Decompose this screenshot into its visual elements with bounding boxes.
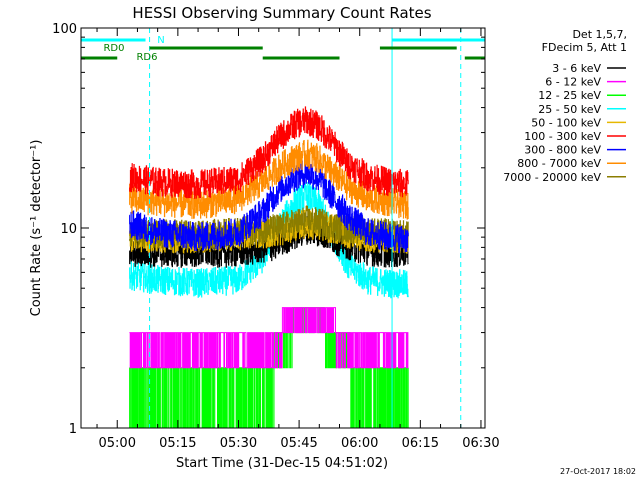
legend-label-2: 12 - 25 keV — [538, 89, 601, 102]
x-tick-label-6: 06:30 — [462, 436, 499, 451]
y-axis-label: Count Rate (s⁻¹ detector⁻¹) — [29, 140, 44, 317]
chart-title: HESSI Observing Summary Count Rates — [132, 4, 431, 22]
y-tick-label-0: 1 — [69, 422, 77, 437]
y-tick-label-2: 100 — [52, 22, 77, 37]
x-tick-label-3: 05:45 — [280, 436, 317, 451]
legend-label-1: 6 - 12 keV — [545, 76, 601, 89]
legend-label-3: 25 - 50 keV — [538, 103, 601, 116]
legend-label-5: 100 - 300 keV — [524, 130, 601, 143]
legend-header-0: Det 1,5,7, — [572, 28, 627, 41]
x-tick-label-0: 05:00 — [99, 436, 136, 451]
status-label-1: RD6 — [136, 52, 157, 63]
x-axis-label: Start Time (31-Dec-15 04:51:02) — [176, 456, 388, 471]
legend-label-6: 300 - 800 keV — [524, 144, 601, 157]
series-line-1 — [129, 307, 409, 369]
x-tick-label-1: 05:15 — [159, 436, 196, 451]
series-line-5 — [129, 106, 409, 199]
legend-label-8: 7000 - 20000 keV — [503, 171, 601, 184]
status-label-2: N — [157, 35, 164, 46]
series-line-6 — [129, 160, 409, 253]
legend-header-1: FDecim 5, Att 1 — [542, 41, 627, 54]
status-label-0: RD0 — [103, 43, 124, 54]
x-tick-label-5: 06:15 — [402, 436, 439, 451]
legend-label-0: 3 - 6 keV — [552, 62, 601, 75]
footer-timestamp: 27-Oct-2017 18:02 — [560, 467, 636, 476]
x-tick-label-2: 05:30 — [220, 436, 257, 451]
x-tick-label-4: 06:00 — [341, 436, 378, 451]
legend-label-4: 50 - 100 keV — [531, 116, 601, 129]
series-line-7 — [129, 139, 409, 220]
legend-label-7: 800 - 7000 keV — [517, 157, 601, 170]
y-tick-label-1: 10 — [60, 222, 77, 237]
